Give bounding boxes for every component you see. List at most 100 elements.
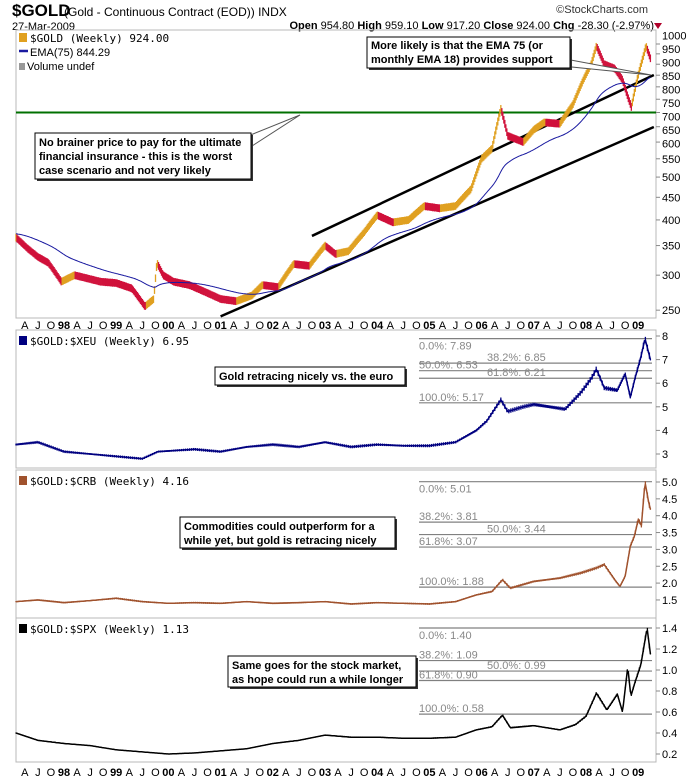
x-tick-month: O [203, 767, 212, 779]
callout-text-support: financial insurance - this is the worst [39, 151, 232, 163]
quote-summary: Open 954.80 High 959.10 Low 917.20 Close… [289, 20, 654, 32]
low-label: Low [421, 20, 444, 32]
fib-label: 50.0%: 6.53 [419, 360, 478, 372]
x-tick-month: A [334, 320, 342, 332]
fib-label: 61.8%: 0.90 [419, 670, 478, 682]
x-tick-month: A [178, 320, 186, 332]
x-tick-month: A [230, 320, 238, 332]
x-tick-month: J [87, 320, 93, 332]
change-label: Chg [553, 20, 575, 32]
x-tick-month: O [516, 320, 525, 332]
x-tick-year: 00 [162, 767, 174, 779]
ratio-line-1 [15, 339, 652, 460]
y-tick-label: 1.5 [662, 595, 677, 607]
x-tick-month: A [387, 767, 395, 779]
x-tick-month: A [126, 767, 134, 779]
x-tick-month: J [35, 767, 41, 779]
y-tick-label: 1000 [662, 30, 686, 42]
x-tick-month: J [140, 767, 146, 779]
x-tick-month: A [439, 320, 447, 332]
volume-legend-icon [19, 63, 25, 70]
callout-box-support [34, 132, 252, 180]
y-tick-label: 650 [662, 125, 680, 137]
x-tick-year: 05 [423, 320, 435, 332]
x-tick-month: J [296, 320, 302, 332]
fib-label: 0.0%: 1.40 [419, 630, 472, 642]
x-tick-month: J [401, 320, 407, 332]
x-tick-month: A [595, 320, 603, 332]
x-tick-month: O [255, 320, 264, 332]
change-value: -28.30 (-2.97%) [577, 20, 654, 32]
fib-label: 100.0%: 1.88 [419, 576, 484, 588]
x-tick-month: J [192, 320, 198, 332]
legend-3: $GOLD:$SPX (Weekly) 1.13 [30, 623, 189, 636]
y-tick-label: 700 [662, 111, 680, 123]
x-tick-month: A [543, 767, 551, 779]
y-tick-label: 1.2 [662, 644, 677, 656]
x-tick-month: J [192, 767, 198, 779]
x-tick-month: A [439, 767, 447, 779]
y-tick-label: 400 [662, 215, 680, 227]
y-tick-label: 800 [662, 84, 680, 96]
x-tick-year: 04 [371, 767, 384, 779]
callout-text-ema: More likely is that the EMA 75 (or [371, 40, 544, 52]
y-tick-label: 3.5 [662, 528, 677, 540]
x-tick-month: O [412, 767, 421, 779]
y-tick-label: 450 [662, 192, 680, 204]
x-tick-month: A [543, 320, 551, 332]
panel-frame-1 [15, 29, 657, 319]
fib-label: 38.2%: 3.81 [419, 511, 478, 523]
x-tick-month: O [203, 320, 212, 332]
symbol-title: $GOLD [12, 1, 71, 20]
callout-text-3: as hope could run a while longer [232, 674, 404, 686]
y-tick-label: 0.8 [662, 686, 677, 698]
x-tick-month: A [334, 767, 342, 779]
close-label: Close [483, 20, 514, 32]
x-tick-year: 99 [110, 767, 122, 779]
x-tick-month: J [244, 320, 250, 332]
callout-text-1: Gold retracing nicely vs. the euro [219, 371, 393, 383]
low-value: 917.20 [446, 20, 481, 32]
open-label: Open [289, 20, 318, 32]
y-tick-label: 300 [662, 270, 680, 282]
callout-box-ema [366, 36, 571, 69]
y-tick-label: 550 [662, 154, 680, 166]
x-tick-year: 98 [58, 320, 70, 332]
series-legend-icon [19, 336, 27, 345]
x-tick-month: J [557, 320, 563, 332]
x-tick-month: O [47, 767, 56, 779]
x-tick-year: 01 [214, 320, 226, 332]
fib-label: 61.8%: 3.07 [419, 536, 478, 548]
x-tick-month: O [99, 767, 108, 779]
x-tick-month: O [621, 767, 630, 779]
callout-box-2 [179, 516, 396, 549]
fib-label: 38.2%: 6.85 [487, 352, 546, 364]
y-tick-label: 3.0 [662, 544, 677, 556]
price-bar-legend-icon [19, 33, 27, 42]
x-tick-month: J [35, 320, 41, 332]
y-tick-label: 1.4 [662, 623, 677, 635]
panel-frame-4 [15, 617, 657, 763]
x-tick-month: A [491, 320, 499, 332]
x-tick-year: 03 [319, 320, 331, 332]
callout-pointer [559, 57, 652, 76]
y-tick-label: 3 [662, 449, 668, 461]
x-tick-month: A [230, 767, 238, 779]
close-value: 924.00 [516, 20, 551, 32]
x-tick-month: O [360, 767, 369, 779]
x-tick-month: O [151, 767, 160, 779]
x-tick-month: A [387, 320, 395, 332]
fib-label: 0.0%: 7.89 [419, 341, 472, 353]
x-tick-month: J [87, 767, 93, 779]
x-tick-year: 03 [319, 767, 331, 779]
x-tick-month: J [505, 767, 511, 779]
x-tick-month: A [73, 767, 81, 779]
fib-label: 38.2%: 1.09 [419, 650, 478, 662]
x-tick-year: 08 [580, 767, 592, 779]
callout-box-1 [214, 366, 406, 386]
x-tick-month: O [99, 320, 108, 332]
x-tick-month: O [308, 320, 317, 332]
x-tick-month: J [348, 320, 354, 332]
y-tick-label: 6 [662, 378, 668, 390]
